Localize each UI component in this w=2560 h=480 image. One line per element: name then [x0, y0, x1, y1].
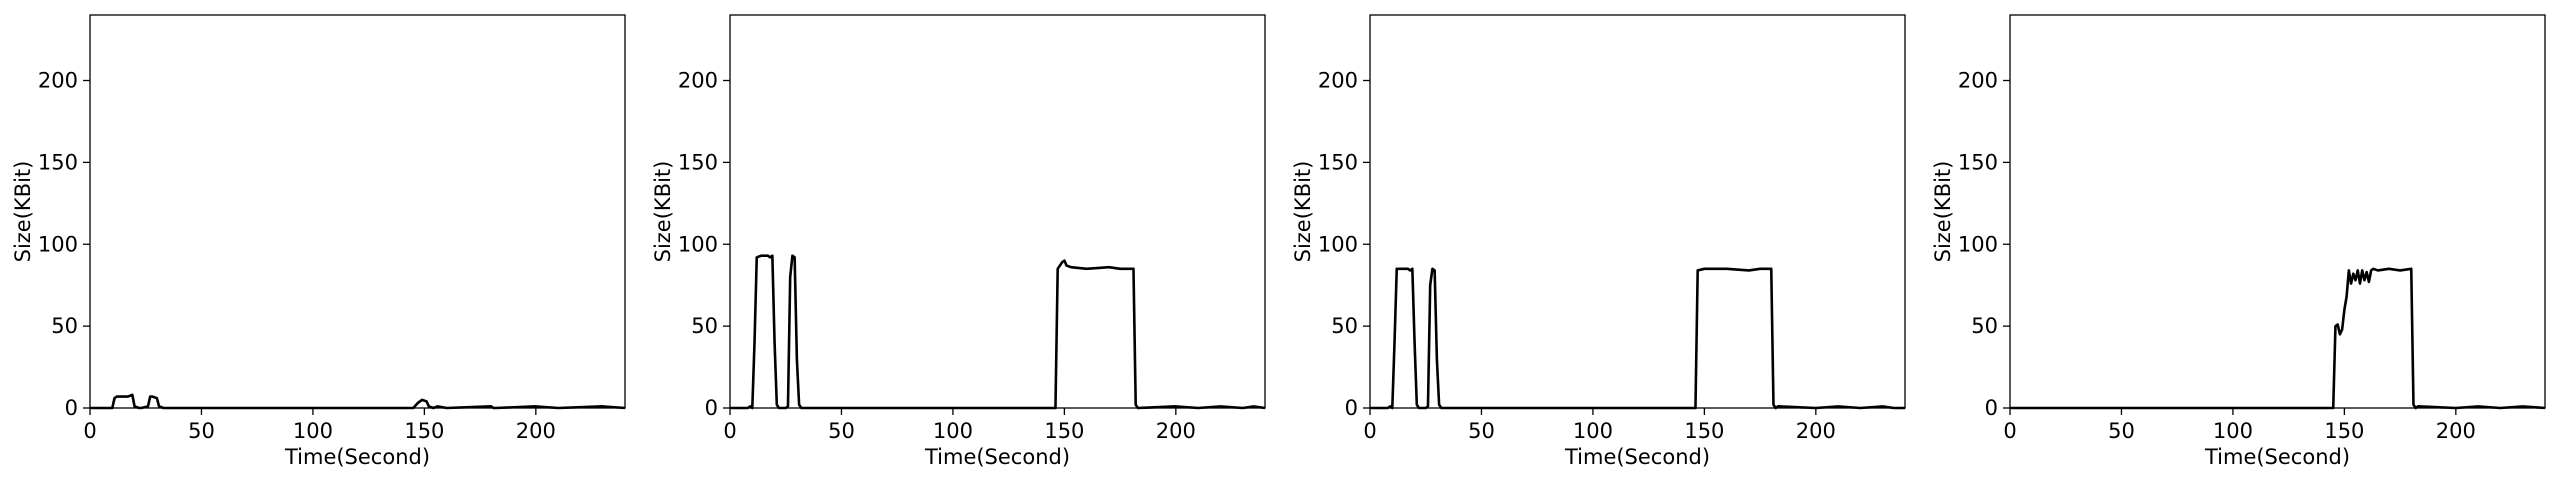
series-line: [2010, 267, 2546, 410]
y-axis-label: Size(KBit): [1291, 161, 1315, 263]
y-tick-label: 200: [1318, 69, 1358, 93]
x-tick-label: 0: [83, 419, 96, 443]
x-tick-label: 200: [516, 419, 556, 443]
y-tick-label: 150: [1318, 150, 1358, 174]
x-tick-label: 100: [293, 419, 333, 443]
x-tick-label: 150: [2324, 419, 2364, 443]
chart-panels: 0 50 100 150 200 0 50 100 150 200 Time(Second) Size…: [11, 14, 2546, 469]
x-tick-label: 200: [1796, 419, 1836, 443]
plot-frame: [89, 14, 626, 409]
chart-panel-1: 0 50 100 150 200 0 50 100 150 200 Time(Second) Size…: [11, 14, 626, 469]
x-axis-label: Time(Second): [284, 445, 430, 469]
y-tick-label: 100: [38, 232, 78, 256]
y-axis-label: Size(KBit): [651, 161, 675, 263]
y-tick-label: 100: [1318, 232, 1358, 256]
y-tick-label: 0: [1345, 396, 1358, 420]
y-tick-label: 100: [1958, 232, 1998, 256]
series-line: [730, 254, 1266, 410]
x-tick-label: 100: [2213, 419, 2253, 443]
y-tick-label: 0: [705, 396, 718, 420]
plot-frame: [729, 14, 1266, 409]
y-tick-label: 200: [1958, 69, 1998, 93]
chart-panel-2: 0 50 100 150 200 0 50 100 150 200 Time(Second) Size…: [651, 14, 1266, 469]
y-tick-label: 50: [1331, 314, 1358, 338]
series-line: [1370, 267, 1905, 410]
y-tick-label: 100: [678, 232, 718, 256]
x-tick-label: 50: [2108, 419, 2135, 443]
x-tick-label: 0: [723, 419, 736, 443]
x-tick-label: 100: [933, 419, 973, 443]
y-tick-label: 200: [678, 69, 718, 93]
x-tick-label: 150: [404, 419, 444, 443]
y-tick-label: 50: [1971, 314, 1998, 338]
x-tick-label: 0: [2003, 419, 2016, 443]
x-axis-label: Time(Second): [1564, 445, 1710, 469]
y-axis-label: Size(KBit): [11, 161, 35, 263]
plot-frame: [2009, 14, 2546, 409]
x-tick-label: 200: [2436, 419, 2476, 443]
y-tick-label: 150: [38, 150, 78, 174]
y-tick-label: 50: [691, 314, 718, 338]
chart-panel-3: 0 50 100 150 200 0 50 100 150 200 Time(Second) Size…: [1291, 14, 1906, 469]
y-tick-label: 150: [678, 150, 718, 174]
y-tick-label: 0: [65, 396, 78, 420]
series-line: [90, 393, 626, 410]
x-tick-label: 50: [1468, 419, 1495, 443]
x-tick-label: 150: [1044, 419, 1084, 443]
x-axis-label: Time(Second): [2204, 445, 2350, 469]
y-tick-label: 0: [1985, 396, 1998, 420]
y-tick-label: 200: [38, 69, 78, 93]
x-axis-label: Time(Second): [924, 445, 1070, 469]
x-tick-label: 150: [1684, 419, 1724, 443]
x-tick-label: 0: [1363, 419, 1376, 443]
x-tick-label: 50: [188, 419, 215, 443]
plot-frame: [1369, 14, 1906, 409]
y-tick-label: 50: [51, 314, 78, 338]
y-tick-label: 150: [1958, 150, 1998, 174]
x-tick-label: 50: [828, 419, 855, 443]
y-axis-label: Size(KBit): [1931, 161, 1955, 263]
x-tick-label: 100: [1573, 419, 1613, 443]
x-tick-label: 200: [1156, 419, 1196, 443]
chart-panel-4: 0 50 100 150 200 0 50 100 150 200 Time(Second) Size…: [1931, 14, 2546, 469]
